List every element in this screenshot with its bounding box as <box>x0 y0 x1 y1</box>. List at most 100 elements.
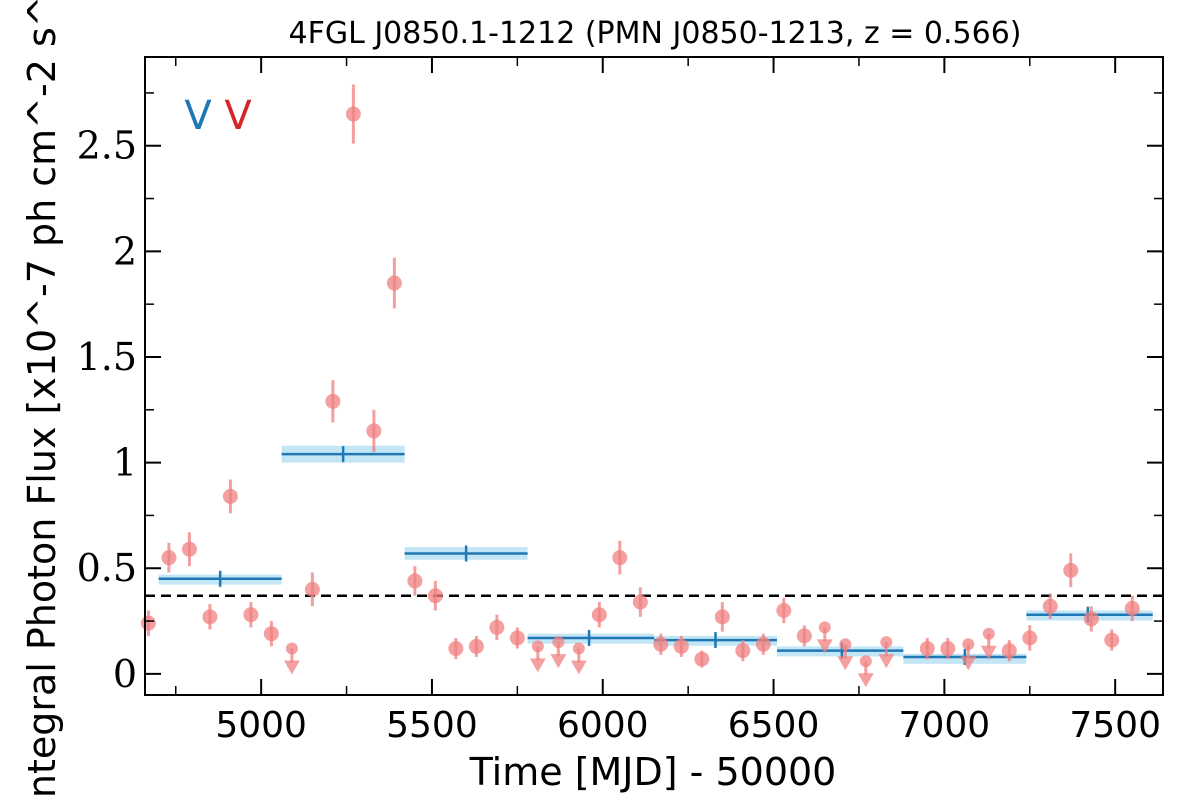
data-marker <box>263 626 279 642</box>
data-point-37 <box>1124 595 1140 622</box>
data-marker <box>161 550 177 566</box>
x-tick-label: 5000 <box>215 705 307 746</box>
marker-label-0: V <box>184 93 212 139</box>
upper-limit-arrow <box>960 656 977 671</box>
upper-limit-arrow <box>529 658 546 673</box>
x-axis: 5000 5500 6000 6500 7000 7500 <box>174 57 1161 746</box>
x-axis-label: Time [MJD] - 50000 <box>469 750 837 794</box>
upper-limit-8 <box>960 638 977 671</box>
data-marker <box>940 641 956 657</box>
data-marker <box>243 607 259 623</box>
data-point-25 <box>735 640 751 662</box>
data-point-7 <box>304 572 320 607</box>
data-point-9 <box>345 84 361 144</box>
x-tick-label: 6000 <box>557 705 649 746</box>
x-tick-label: 6500 <box>728 705 820 746</box>
chart-title: 4FGL J0850.1-1212 (PMN J0850-1213, z = 0… <box>288 16 1021 51</box>
data-marker <box>509 630 525 646</box>
x-tick-label: 7000 <box>899 705 991 746</box>
data-marker <box>181 541 197 557</box>
data-marker <box>448 641 464 657</box>
bin-4 <box>654 632 777 649</box>
data-point-3 <box>202 604 218 630</box>
data-point-21 <box>653 633 669 655</box>
upper-limit-arrow <box>283 660 300 675</box>
plot-frame <box>144 56 1164 696</box>
y-axis: 0 0.5 1 1.5 2 2.5 <box>77 92 1163 696</box>
data-point-20 <box>632 587 648 617</box>
x-tick-label: 7500 <box>1069 705 1161 746</box>
data-point-27 <box>776 597 792 624</box>
data-point-4 <box>222 479 238 514</box>
data-marker <box>1083 611 1099 627</box>
upper-limit-6 <box>857 655 874 688</box>
data-point-14 <box>448 637 464 660</box>
data-marker <box>653 636 669 652</box>
data-point-26 <box>755 633 771 655</box>
data-marker <box>345 106 361 122</box>
data-marker <box>694 651 710 667</box>
bin-1 <box>281 445 405 463</box>
upper-limit-4 <box>816 621 833 654</box>
data-marker <box>1022 630 1038 646</box>
upper-limit-arrow <box>878 654 895 669</box>
data-marker <box>735 643 751 659</box>
data-marker <box>714 609 730 625</box>
data-point-12 <box>407 566 423 596</box>
upper-limit-arrow <box>570 660 587 675</box>
upper-limit-arrow <box>857 673 874 688</box>
bin-3 <box>527 629 654 646</box>
data-marker <box>1124 600 1140 616</box>
data-marker <box>1063 562 1079 578</box>
data-point-2 <box>181 532 197 567</box>
data-point-23 <box>694 650 710 668</box>
plot-area <box>140 84 1163 688</box>
data-point-8 <box>325 380 341 423</box>
data-marker <box>1042 598 1058 614</box>
data-marker <box>366 423 382 439</box>
data-marker <box>1104 632 1120 648</box>
data-marker <box>1001 643 1017 659</box>
upper-limit-0 <box>283 642 300 675</box>
y-tick-label: 1 <box>113 441 137 485</box>
data-point-32 <box>1022 625 1038 651</box>
data-point-6 <box>263 621 279 647</box>
data-point-10 <box>366 409 382 453</box>
data-marker <box>796 628 812 644</box>
data-marker <box>612 550 628 566</box>
data-point-24 <box>714 602 730 632</box>
upper-limit-3 <box>570 642 587 675</box>
data-point-19 <box>612 540 628 575</box>
data-point-18 <box>591 602 607 628</box>
data-point-33 <box>1042 593 1058 619</box>
y-axis-label: Integral Photon Flux [x10^-7 ph cm^-2 s^… <box>20 0 64 800</box>
data-point-5 <box>243 602 259 628</box>
data-point-29 <box>919 637 935 660</box>
data-marker <box>325 393 341 409</box>
data-point-16 <box>489 614 505 641</box>
bin-0 <box>158 570 282 587</box>
data-marker <box>755 636 771 652</box>
upper-limit-arrow <box>550 654 567 669</box>
upper-limit-arrow <box>980 645 997 660</box>
data-marker <box>673 638 689 654</box>
bin-2 <box>404 545 528 562</box>
upper-limit-5 <box>837 638 854 671</box>
upper-limit-arrow <box>816 639 833 654</box>
y-tick-label: 1.5 <box>77 335 137 379</box>
y-tick-label: 2 <box>113 229 137 273</box>
data-point-36 <box>1104 629 1120 651</box>
upper-limit-2 <box>550 636 567 669</box>
data-marker <box>222 488 238 504</box>
data-point-13 <box>427 580 443 611</box>
y-tick-label: 2.5 <box>77 124 137 168</box>
data-marker <box>427 588 443 604</box>
data-point-11 <box>386 257 402 309</box>
data-point-22 <box>673 635 689 657</box>
data-point-1 <box>161 542 177 573</box>
data-marker <box>919 641 935 657</box>
data-point-34 <box>1063 553 1079 588</box>
data-marker <box>468 638 484 654</box>
